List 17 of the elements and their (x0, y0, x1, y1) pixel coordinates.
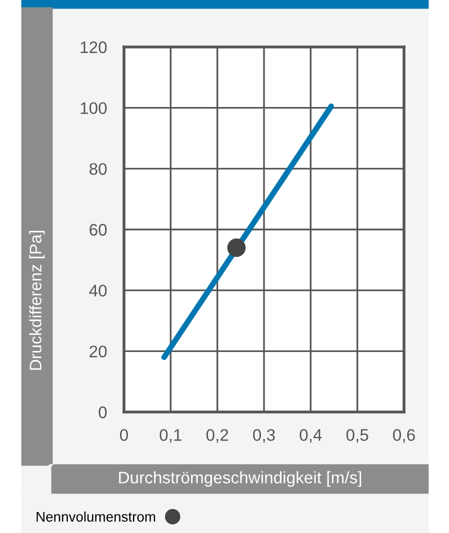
legend-label: Nennvolumenstrom (36, 511, 156, 522)
y-tick-label: 0 (98, 406, 107, 418)
x-tick-label: 0,1 (160, 429, 182, 443)
x-axis-title: Durchströmgeschwindigkeit [m/s] (119, 471, 362, 487)
x-tick-label: 0,6 (393, 429, 415, 443)
y-tick-label: 40 (89, 284, 107, 297)
x-tick-label: 0 (120, 429, 128, 441)
x-tick-label: 0,2 (206, 429, 228, 443)
y-tick-label: 60 (90, 224, 107, 236)
x-tick-label: 0,4 (300, 429, 322, 443)
x-tick-label: 0,3 (253, 429, 275, 443)
y-tick-label: 100 (80, 102, 107, 114)
y-tick-label: 80 (90, 163, 107, 175)
y-axis-title: Druckdifferenz [Pa] (29, 230, 45, 370)
x-tick-label: 0,5 (346, 429, 368, 443)
y-tick-label: 20 (90, 346, 107, 358)
y-tick-label: 120 (80, 41, 107, 54)
